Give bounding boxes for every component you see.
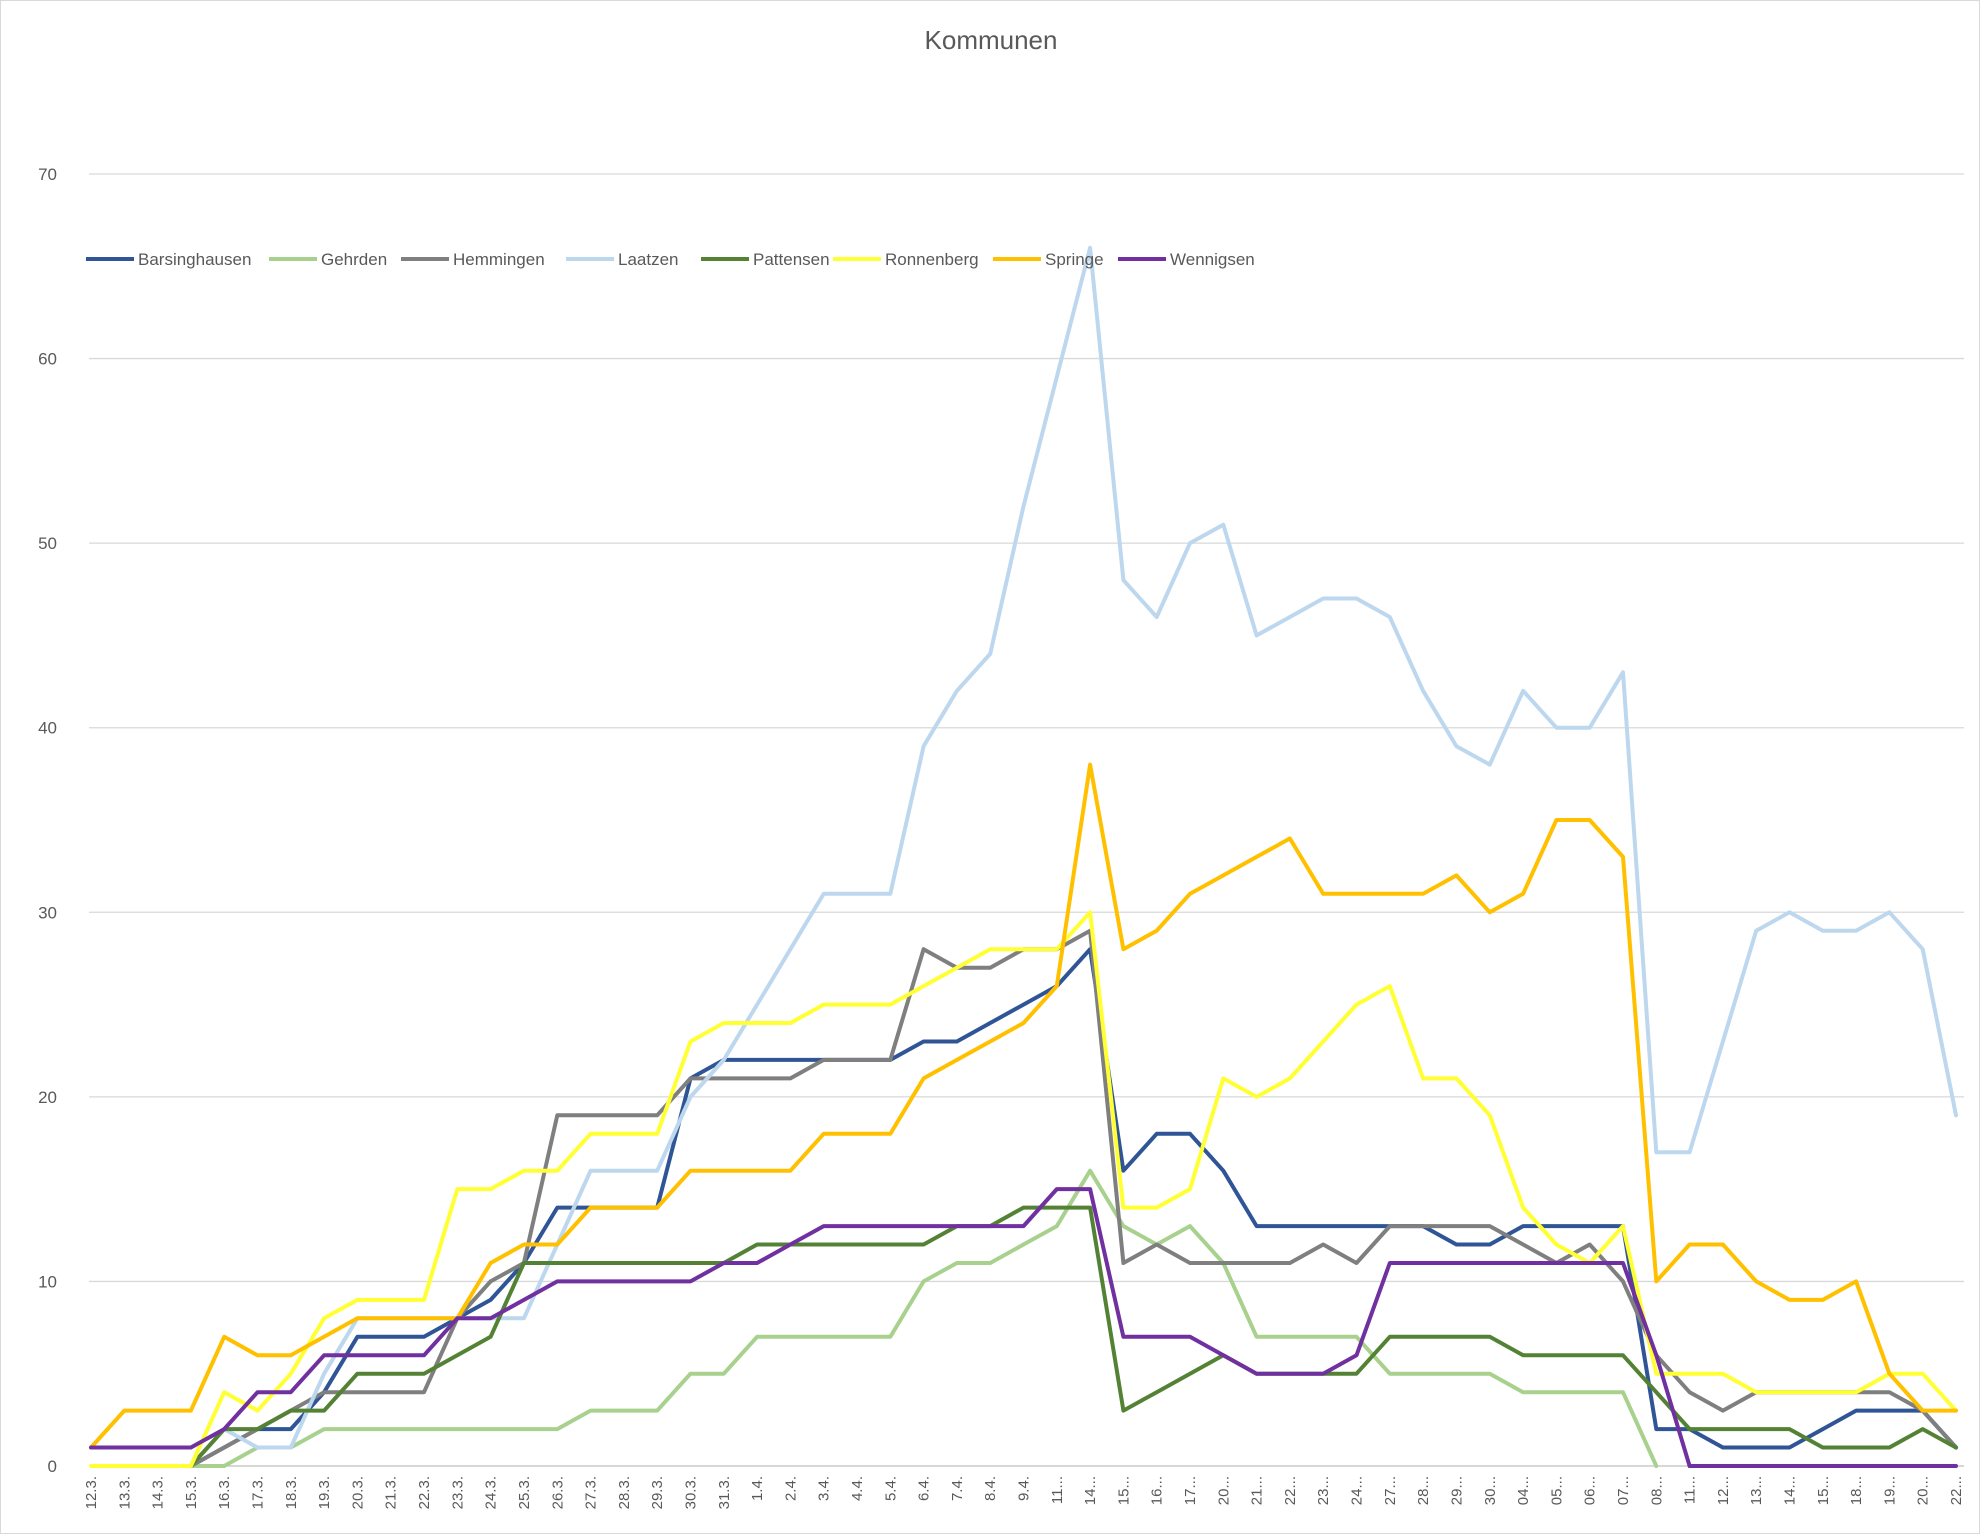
x-tick-label: 17.3. [250, 1476, 267, 1509]
legend-item-label: Springe [1045, 250, 1104, 269]
y-axis-ticks: 0 10 20 30 40 50 60 70 [38, 165, 57, 1476]
x-tick-label: 4.4. [849, 1476, 866, 1501]
y-tick-label: 40 [38, 719, 57, 738]
x-tick-label: 19.3. [316, 1476, 333, 1509]
x-tick-label: 5.4. [882, 1476, 899, 1501]
x-tick-label: 05... [1548, 1476, 1565, 1505]
series-line-gehrden [188, 1168, 1659, 1468]
x-tick-label: 22... [1948, 1476, 1965, 1505]
x-tick-label: 23.3. [449, 1476, 466, 1509]
y-tick-label: 70 [38, 165, 57, 184]
x-tick-label: 30... [1482, 1476, 1499, 1505]
series-lines [89, 245, 1958, 1468]
x-tick-label: 25.3. [516, 1476, 533, 1509]
legend-item-label: Wennigsen [1170, 250, 1255, 269]
x-tick-label: 28.3. [616, 1476, 633, 1509]
x-tick-label: 21... [1249, 1476, 1266, 1505]
series-line-springe [89, 762, 1958, 1450]
x-tick-label: 14... [1781, 1476, 1798, 1505]
x-tick-label: 30.3. [682, 1476, 699, 1509]
x-tick-label: 08... [1648, 1476, 1665, 1505]
x-tick-label: 6.4. [916, 1476, 933, 1501]
x-tick-label: 11... [1049, 1476, 1066, 1504]
x-tick-label: 8.4. [982, 1476, 999, 1501]
x-tick-label: 31.3. [716, 1476, 733, 1509]
x-tick-label: 13... [1748, 1476, 1765, 1505]
legend-item-label: Pattensen [753, 250, 830, 269]
x-tick-label: 17... [1182, 1476, 1199, 1505]
x-tick-label: 24.3. [483, 1476, 500, 1509]
legend-item-label: Laatzen [618, 250, 679, 269]
x-tick-label: 18.3. [283, 1476, 300, 1509]
y-tick-label: 20 [38, 1088, 57, 1107]
x-tick-label: 16... [1149, 1476, 1166, 1505]
x-tick-label: 9.4. [1016, 1476, 1033, 1501]
series-line-wennigsen [89, 1187, 1958, 1468]
x-tick-label: 16.3. [216, 1476, 233, 1509]
x-tick-label: 24... [1349, 1476, 1366, 1505]
y-tick-label: 30 [38, 903, 57, 922]
x-tick-label: 04... [1515, 1476, 1532, 1505]
x-tick-label: 11... [1682, 1476, 1699, 1504]
x-tick-label: 29... [1448, 1476, 1465, 1505]
x-tick-label: 07... [1615, 1476, 1632, 1505]
y-tick-label: 0 [48, 1457, 57, 1476]
x-tick-label: 20... [1915, 1476, 1932, 1505]
x-tick-label: 20... [1215, 1476, 1232, 1505]
legend-item-label: Ronnenberg [885, 250, 979, 269]
x-tick-label: 20.3. [349, 1476, 366, 1509]
x-tick-label: 22.3. [416, 1476, 433, 1509]
x-tick-label: 3.4. [816, 1476, 833, 1501]
x-tick-label: 7.4. [949, 1476, 966, 1501]
y-tick-label: 60 [38, 350, 57, 369]
x-tick-label: 23... [1315, 1476, 1332, 1505]
x-tick-label: 15.3. [183, 1476, 200, 1509]
legend-item-label: Gehrden [321, 250, 387, 269]
x-tick-label: 29.3. [649, 1476, 666, 1509]
gridlines [89, 173, 1964, 1467]
x-tick-label: 13.3. [116, 1476, 133, 1509]
legend-item-label: Hemmingen [453, 250, 545, 269]
x-tick-label: 06... [1582, 1476, 1599, 1505]
x-tick-label: 14.3. [150, 1476, 167, 1509]
x-tick-label: 19... [1881, 1476, 1898, 1505]
x-tick-label: 26.3. [549, 1476, 566, 1509]
x-tick-label: 12.3. [83, 1476, 100, 1509]
x-tick-label: 18... [1848, 1476, 1865, 1505]
series-line-barsinghausen [188, 947, 1958, 1468]
x-tick-label: 21.3. [383, 1476, 400, 1509]
x-tick-label: 2.4. [782, 1476, 799, 1501]
x-tick-label: 22... [1282, 1476, 1299, 1505]
x-tick-label: 28... [1415, 1476, 1432, 1505]
x-tick-label: 1.4. [749, 1476, 766, 1501]
y-tick-label: 10 [38, 1272, 57, 1291]
series-line-laatzen [188, 245, 1958, 1468]
y-tick-label: 50 [38, 534, 57, 553]
x-tick-label: 14... [1082, 1476, 1099, 1505]
x-tick-label: 12... [1715, 1476, 1732, 1505]
legend-item-label: Barsinghausen [138, 250, 251, 269]
x-tick-label: 15... [1115, 1476, 1132, 1505]
x-axis-ticks: 12.3. 13.3. 14.3. 15.3. 16.3. 17.3. 18.3. 19.3.… [83, 1476, 1965, 1509]
legend: Barsinghausen Gehrden Hemmingen Laatzen Patt… [86, 250, 1255, 269]
chart-title: Kommunen [925, 25, 1058, 55]
x-tick-label: 27... [1382, 1476, 1399, 1505]
x-tick-label: 15... [1815, 1476, 1832, 1505]
series-line-hemmingen [188, 928, 1958, 1468]
x-tick-label: 27.3. [583, 1476, 600, 1509]
series-line-ronnenberg [89, 910, 1958, 1468]
series-line-pattensen [188, 1205, 1958, 1468]
